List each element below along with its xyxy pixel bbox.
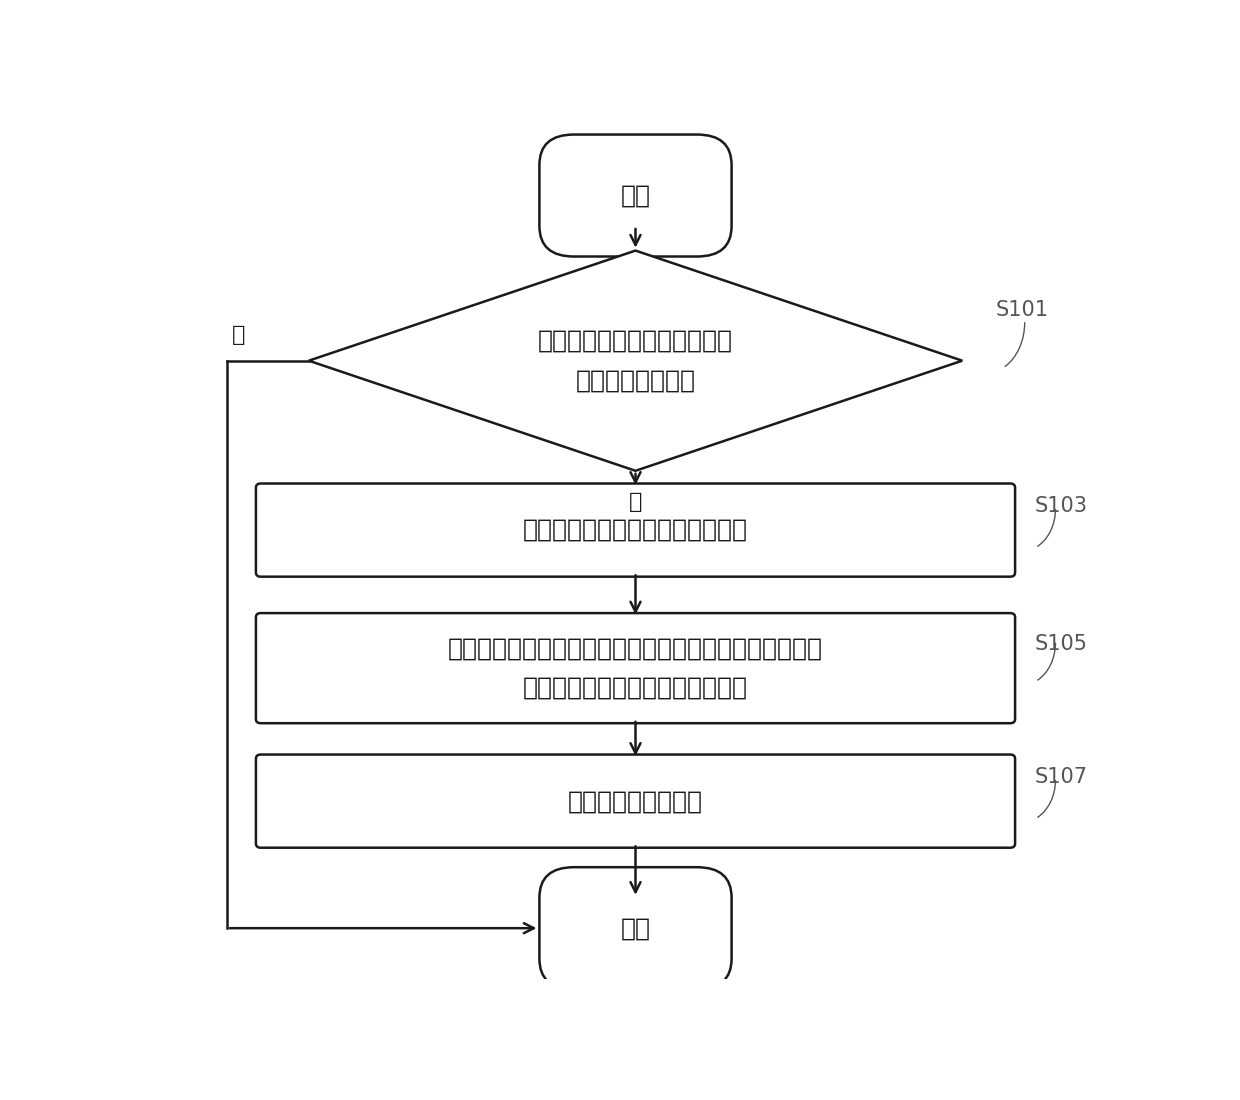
Text: S103: S103 <box>1034 496 1087 516</box>
FancyBboxPatch shape <box>255 755 1016 848</box>
Text: S105: S105 <box>1034 635 1087 654</box>
Text: S107: S107 <box>1034 768 1087 788</box>
Text: 启动所述目标充电桩: 启动所述目标充电桩 <box>568 789 703 813</box>
FancyBboxPatch shape <box>255 484 1016 576</box>
Text: 侦测所述充电桩群中是否有目
标充电桩需要启动: 侦测所述充电桩群中是否有目 标充电桩需要启动 <box>538 329 733 393</box>
Text: 开始: 开始 <box>620 184 651 208</box>
Text: 是: 是 <box>629 492 642 512</box>
Text: 根据所述当前输出总功率对所述充电桩群内当前处于运行
状态的充电桩的输出功率进行控制: 根据所述当前输出总功率对所述充电桩群内当前处于运行 状态的充电桩的输出功率进行控… <box>448 637 823 700</box>
Text: S101: S101 <box>996 300 1049 320</box>
Text: 计算该充电桩群的当前输出总功率: 计算该充电桩群的当前输出总功率 <box>523 518 748 542</box>
Text: 结束: 结束 <box>620 916 651 940</box>
FancyBboxPatch shape <box>255 613 1016 723</box>
FancyBboxPatch shape <box>539 867 732 989</box>
Text: 否: 否 <box>232 326 246 345</box>
FancyBboxPatch shape <box>539 134 732 256</box>
Polygon shape <box>309 251 962 471</box>
